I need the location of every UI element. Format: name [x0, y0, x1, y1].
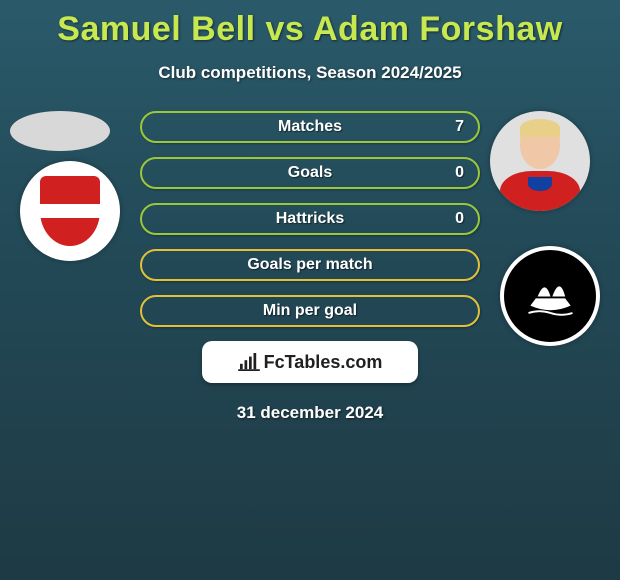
player-right-photo — [490, 111, 590, 211]
stat-row-goals-per-match: Goals per match — [140, 249, 480, 281]
bar-chart-icon — [238, 353, 260, 371]
attribution-badge: FcTables.com — [202, 341, 418, 383]
club-badge-left — [20, 161, 120, 261]
stats-list: Matches 7 Goals 0 Hattricks 0 Goals per … — [140, 111, 480, 327]
stat-row-min-per-goal: Min per goal — [140, 295, 480, 327]
page-title: Samuel Bell vs Adam Forshaw — [0, 0, 620, 49]
club-badge-right — [500, 246, 600, 346]
stat-label: Matches — [278, 118, 342, 136]
stat-row-hattricks: Hattricks 0 — [140, 203, 480, 235]
stat-label: Min per goal — [263, 302, 357, 320]
plymouth-ship-icon — [523, 269, 578, 324]
stat-value: 0 — [455, 210, 464, 228]
stat-value: 0 — [455, 164, 464, 182]
comparison-date: 31 december 2024 — [0, 403, 620, 423]
stat-value: 7 — [455, 118, 464, 136]
collar-shape — [528, 177, 552, 191]
hair-shape — [520, 119, 560, 137]
bristol-crest-icon — [40, 176, 100, 246]
comparison-panel: Matches 7 Goals 0 Hattricks 0 Goals per … — [0, 111, 620, 423]
subtitle: Club competitions, Season 2024/2025 — [0, 63, 620, 83]
attribution-text: FcTables.com — [264, 352, 383, 373]
stat-row-matches: Matches 7 — [140, 111, 480, 143]
stat-label: Goals — [288, 164, 332, 182]
player-left-photo — [10, 111, 110, 151]
stat-row-goals: Goals 0 — [140, 157, 480, 189]
stat-label: Hattricks — [276, 210, 344, 228]
stat-label: Goals per match — [247, 256, 372, 274]
